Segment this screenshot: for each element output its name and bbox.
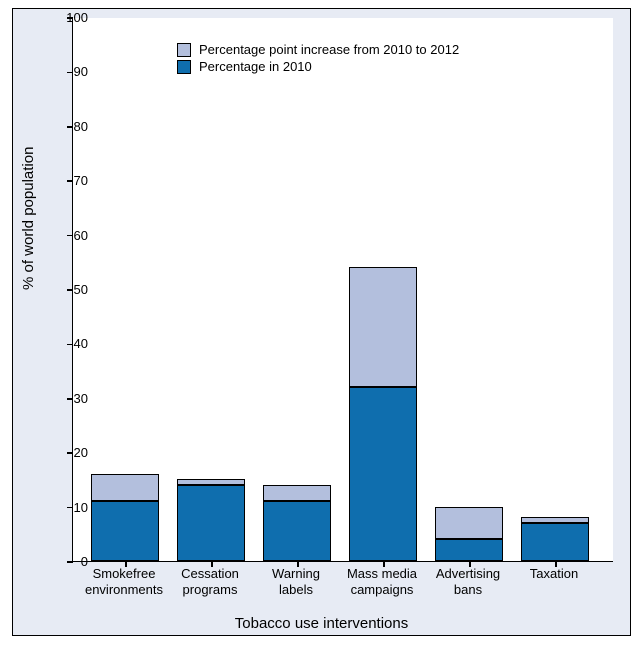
y-tick-label: 80 — [48, 119, 88, 134]
bar-segment-base — [91, 501, 159, 561]
x-tick-label: Taxation — [509, 566, 599, 582]
x-axis-title: Tobacco use interventions — [0, 615, 643, 632]
bar-segment-base — [263, 501, 331, 561]
x-tick-label: Advertisingbans — [423, 566, 513, 597]
x-tick-label: Smokefreeenvironments — [79, 566, 169, 597]
chart-container: % of world population Percentage point i… — [0, 0, 643, 646]
y-tick-label: 40 — [48, 336, 88, 351]
legend-item: Percentage point increase from 2010 to 2… — [177, 42, 459, 57]
legend-label: Percentage in 2010 — [199, 59, 312, 74]
y-tick-label: 10 — [48, 500, 88, 515]
bar-group — [263, 485, 331, 561]
legend: Percentage point increase from 2010 to 2… — [177, 42, 459, 76]
y-tick-label: 30 — [48, 391, 88, 406]
bar-segment-base — [349, 387, 417, 561]
y-tick-label: 100 — [48, 10, 88, 25]
bar-segment-base — [521, 523, 589, 561]
x-tick-label: Cessationprograms — [165, 566, 255, 597]
bar-segment-increase — [91, 474, 159, 501]
bar-group — [349, 267, 417, 561]
bar-group — [177, 479, 245, 561]
y-tick-label: 60 — [48, 228, 88, 243]
bar-group — [521, 517, 589, 561]
y-tick-label: 20 — [48, 445, 88, 460]
legend-swatch-base — [177, 60, 191, 74]
bar-group — [435, 507, 503, 561]
plot-area: Percentage point increase from 2010 to 2… — [72, 18, 613, 562]
y-tick-label: 50 — [48, 282, 88, 297]
bar-segment-increase — [521, 517, 589, 522]
x-tick-label: Warninglabels — [251, 566, 341, 597]
legend-label: Percentage point increase from 2010 to 2… — [199, 42, 459, 57]
bar-segment-base — [177, 485, 245, 561]
y-tick-label: 70 — [48, 173, 88, 188]
bar-segment-increase — [435, 507, 503, 540]
bar-group — [91, 474, 159, 561]
bar-segment-increase — [263, 485, 331, 501]
legend-item: Percentage in 2010 — [177, 59, 459, 74]
bar-segment-base — [435, 539, 503, 561]
legend-swatch-increase — [177, 43, 191, 57]
y-tick-label: 90 — [48, 64, 88, 79]
bar-segment-increase — [177, 479, 245, 484]
x-tick-label: Mass mediacampaigns — [337, 566, 427, 597]
bar-segment-increase — [349, 267, 417, 387]
y-axis-title: % of world population — [20, 147, 37, 290]
